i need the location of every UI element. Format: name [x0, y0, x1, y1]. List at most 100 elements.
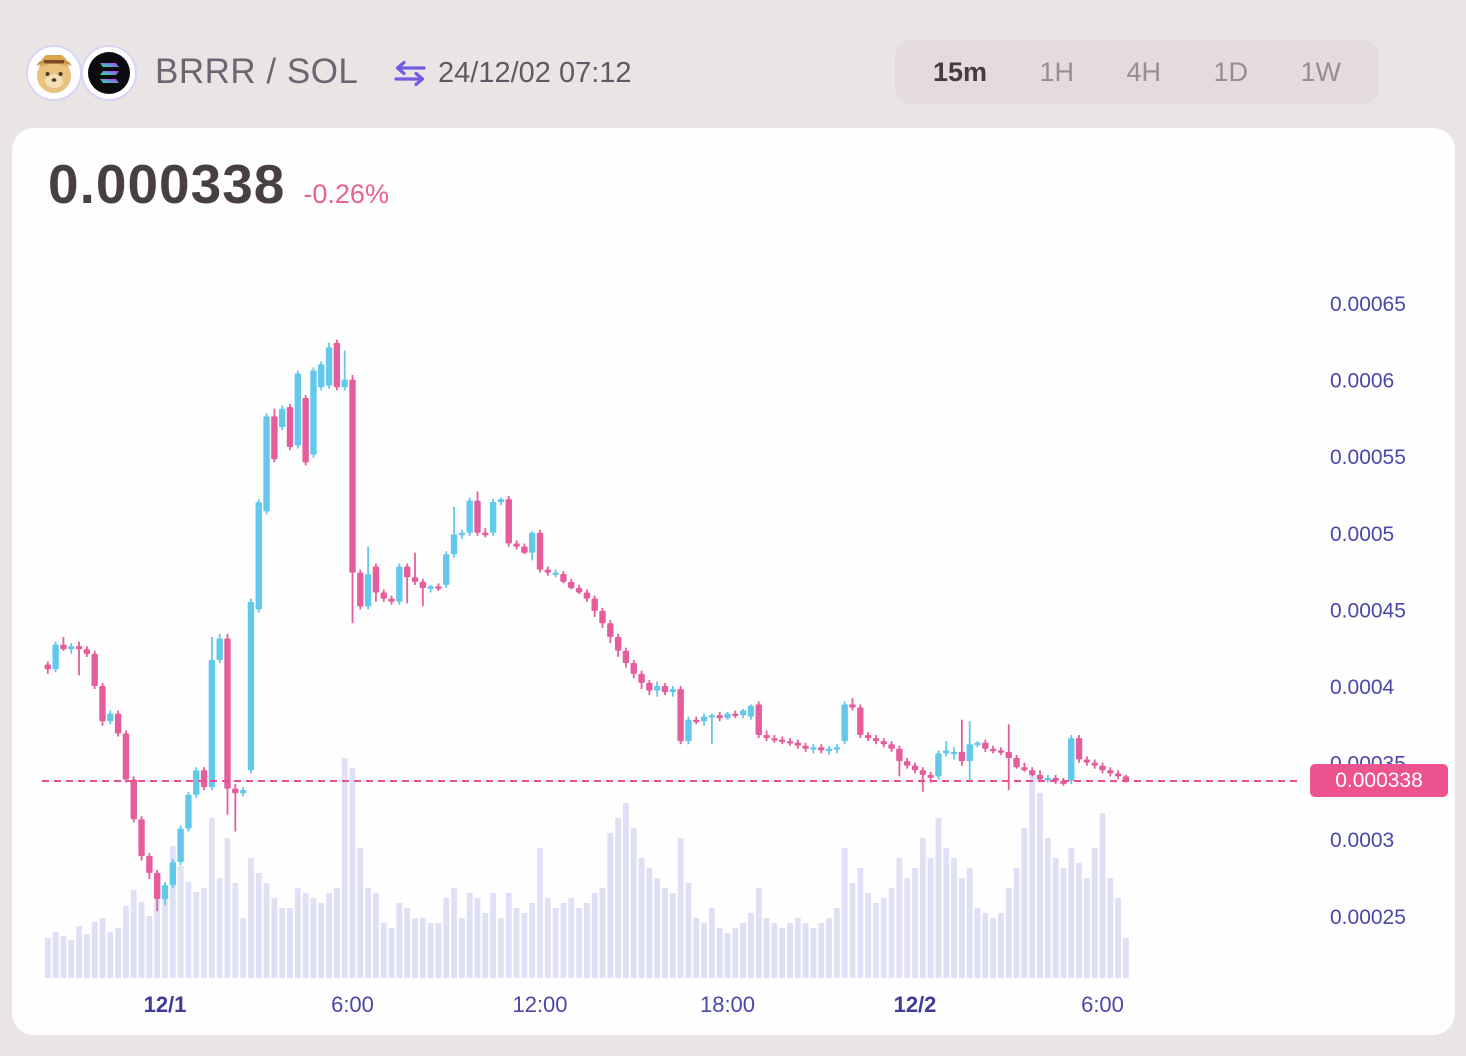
candle-body-down [622, 650, 630, 664]
candle-body-down [575, 587, 583, 593]
candle-body-down [380, 592, 387, 599]
candle-body-up [450, 534, 458, 555]
candle-body-down [849, 704, 856, 708]
candle-body-up [193, 770, 200, 795]
volume-bar [623, 803, 629, 978]
chart-svg[interactable]: 0.00065 0.0006 0.00055 0.0005 0.00045 0.0004 0… [12, 128, 1455, 1035]
timeframe-1w[interactable]: 1W [1300, 56, 1341, 87]
candle-body-up [68, 646, 75, 650]
volume-bar [927, 858, 934, 978]
y-axis-label: 0.0005 [1330, 523, 1394, 546]
volume-bar [357, 848, 364, 978]
candle-body-up [833, 747, 841, 750]
candle-body-down [1099, 765, 1106, 771]
candle-body-down [919, 770, 927, 775]
candle-body-down [1028, 770, 1036, 775]
timeframe-1h[interactable]: 1H [1039, 56, 1075, 87]
volume-bar [232, 883, 239, 978]
volume-bar [216, 878, 223, 978]
candle-body-down [1013, 758, 1020, 768]
chart-timestamp: 24/12/02 07:12 [438, 57, 632, 89]
volume-bar [826, 918, 832, 978]
candle-body-down [896, 748, 903, 762]
volume-bar [1076, 863, 1082, 978]
candle-body-down [1114, 773, 1122, 777]
candle-body-up [318, 364, 325, 388]
volume-bar [865, 893, 872, 978]
volume-bar [904, 878, 911, 978]
candle-body-down [786, 741, 794, 744]
candle-wick [421, 578, 424, 607]
solana-token-icon [81, 45, 137, 101]
candle-body-down [661, 686, 669, 693]
chart-card: 0.00065 0.0006 0.00055 0.0005 0.00045 0.0004 0… [12, 128, 1455, 1035]
x-axis-label: 6:00 [1081, 992, 1124, 1017]
volume-bar [1052, 858, 1059, 978]
volume-bar [701, 923, 707, 978]
timeframe-15m[interactable]: 15m [933, 56, 988, 87]
candle-body-up [685, 719, 692, 742]
candle-body-down [599, 610, 606, 624]
candle-body-down [232, 788, 239, 794]
candle-body-up [216, 638, 223, 660]
candle-body-down [794, 742, 802, 746]
timeframe-1d[interactable]: 1D [1213, 56, 1248, 87]
candle-body-up [700, 716, 708, 722]
volume-bar [912, 868, 918, 978]
volume-bar [685, 883, 692, 978]
volume-bar [1123, 938, 1129, 978]
candle-body-down [536, 532, 544, 570]
volume-bar [677, 838, 684, 978]
volume-bar [373, 893, 379, 978]
candle-wick [960, 719, 963, 766]
volume-bar [998, 913, 1004, 978]
volume-bar [380, 923, 387, 978]
volume-bar [146, 916, 153, 978]
volume-bar [466, 893, 473, 978]
timeframe-4h[interactable]: 4H [1126, 56, 1162, 87]
candle-body-down [505, 499, 512, 544]
current-price: 0.000338 [48, 153, 286, 215]
candle-body-down [403, 566, 411, 578]
candle-body-up [653, 686, 661, 691]
volume-bar [427, 923, 434, 978]
candle-body-down [591, 598, 598, 611]
swap-pair-icon[interactable] [393, 60, 427, 87]
volume-bar [154, 882, 161, 978]
volume-bar [498, 918, 504, 978]
candle-body-up [443, 554, 450, 585]
candle-body-up [278, 408, 286, 428]
volume-bar [52, 932, 59, 978]
volume-bar [794, 918, 801, 978]
candle-body-up [528, 532, 536, 553]
candle-body-down [146, 856, 153, 873]
volume-bar [740, 923, 747, 978]
y-axis-label: 0.0006 [1330, 370, 1394, 393]
solana-logo-icon [88, 52, 130, 94]
volume-bar [388, 928, 395, 978]
candle-wick [78, 641, 80, 676]
candle-wick [414, 552, 416, 585]
candle-body-down [630, 663, 637, 674]
candle-body-up [294, 373, 302, 446]
volume-bar [279, 908, 286, 978]
volume-bar [935, 818, 942, 978]
volume-bar [646, 868, 653, 978]
candle-body-down [1036, 774, 1044, 780]
candle-body-up [497, 499, 505, 503]
volume-bar [1068, 848, 1075, 978]
candle-body-up [247, 601, 255, 771]
volume-bar [396, 903, 403, 978]
candle-body-up [724, 713, 731, 719]
volume-bar [185, 882, 192, 978]
candle-body-down [153, 872, 161, 899]
candle-body-up [208, 659, 216, 788]
candle-body-down [1075, 738, 1083, 760]
volume-bar [412, 918, 418, 978]
candle-body-down [91, 653, 98, 686]
volume-bar [599, 888, 606, 978]
candle-wick [62, 636, 65, 651]
volume-bar [310, 898, 317, 978]
candle-body-up [458, 532, 466, 536]
y-axis-label: 0.00055 [1330, 446, 1406, 469]
